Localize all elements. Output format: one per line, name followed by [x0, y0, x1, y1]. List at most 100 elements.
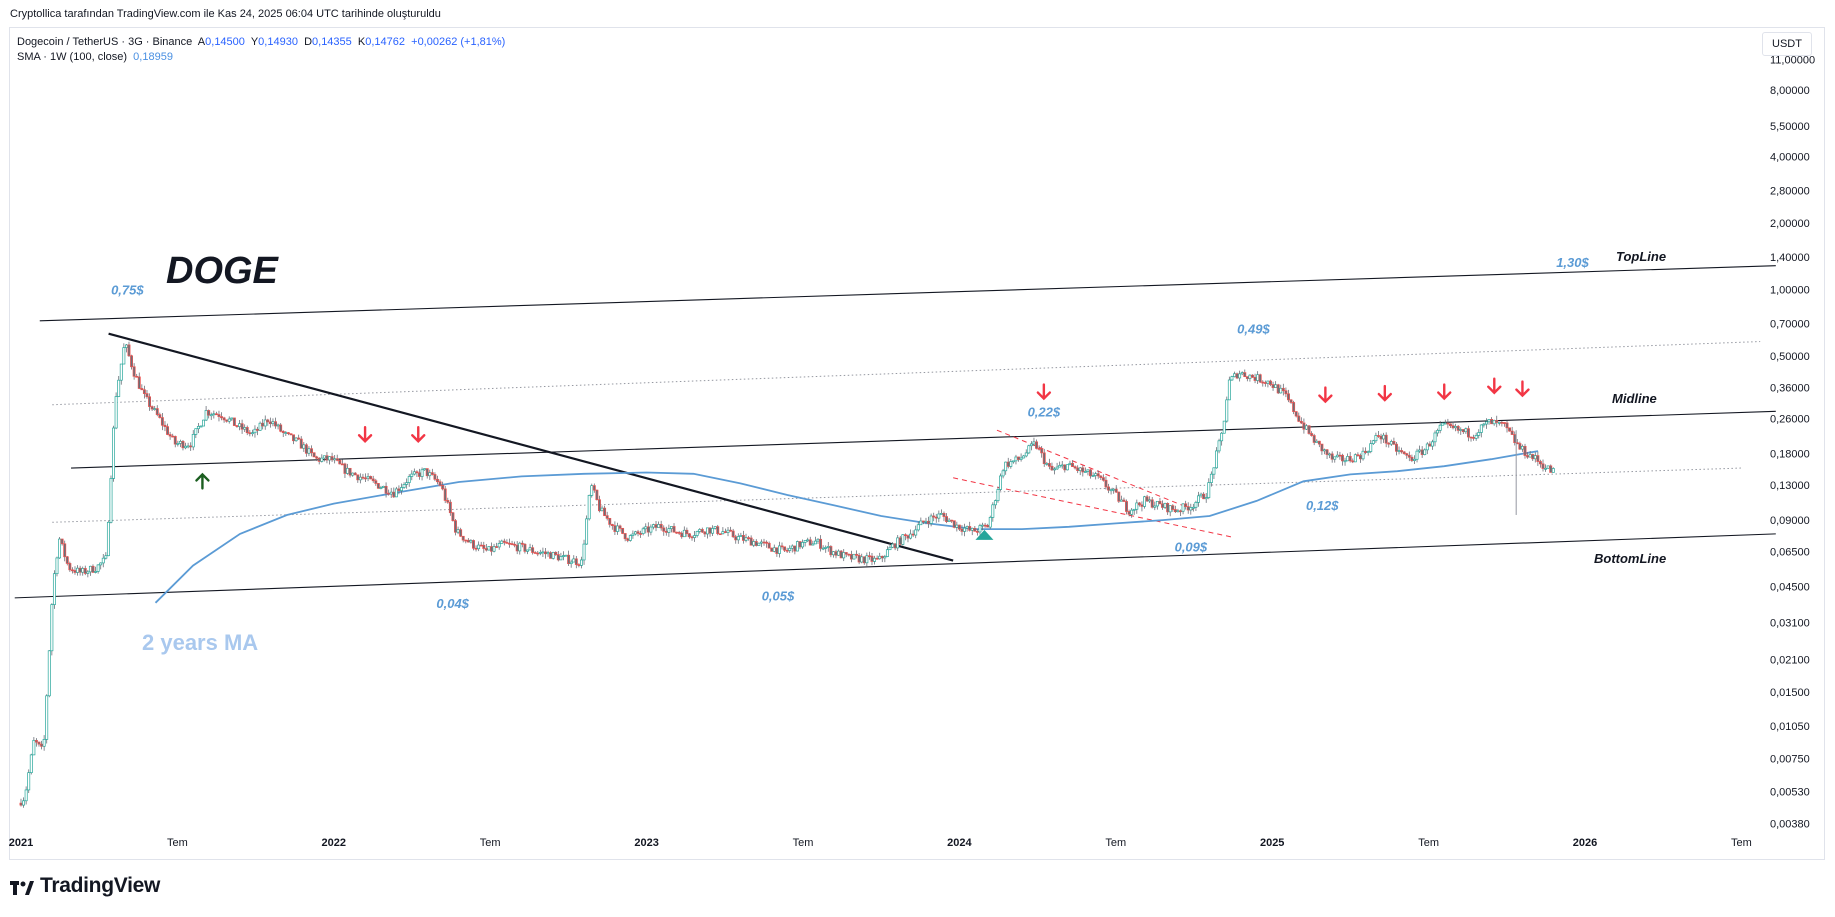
candle-up [1078, 467, 1082, 471]
candle-up [693, 535, 697, 538]
candle-up [456, 529, 460, 533]
candle-down [68, 563, 72, 571]
candle-down [384, 485, 388, 494]
candle-up [634, 531, 637, 535]
candle-up [284, 432, 288, 434]
sma-line[interactable] [154, 450, 1539, 604]
time-axis[interactable]: 2021 Tem 2022 Tem 2023 Tem 2024 Tem 2025 Tem 2026 T… [9, 837, 1752, 849]
trend-line[interactable] [108, 332, 954, 562]
candle-down [235, 425, 239, 427]
candle-up [860, 556, 864, 563]
low-label: D [304, 36, 313, 48]
candle-down [598, 499, 601, 512]
price-tick-label: 0,00750 [1770, 753, 1810, 765]
chart-caption: Cryptollica tarafından TradingView.com i… [10, 8, 441, 20]
candle-down [484, 548, 488, 551]
candle-down [261, 422, 265, 427]
candle-up [52, 573, 56, 605]
candle-up [1233, 373, 1236, 377]
time-tick-label: Tem [480, 837, 501, 849]
candle-down [1351, 460, 1355, 463]
candle-up [1415, 450, 1419, 460]
chart-legend: Dogecoin / TetherUS · 3G · Binance A0,14… [17, 35, 505, 65]
candle-down [1536, 455, 1540, 462]
candle-down [397, 488, 401, 491]
candle-down [1312, 435, 1316, 443]
candle-up [99, 562, 103, 566]
candle-up [45, 695, 49, 740]
candle-down [1140, 504, 1144, 507]
currency-selector[interactable]: USDT [1762, 32, 1812, 56]
candle-up [1227, 379, 1231, 401]
candle-down [37, 741, 41, 745]
candle-down [1035, 441, 1038, 449]
candle-down [1294, 411, 1298, 417]
candle-down [1307, 425, 1311, 434]
chart-frame [9, 27, 1825, 860]
candle-up [963, 527, 966, 532]
candle-up [1022, 455, 1026, 459]
candle-down [436, 478, 439, 483]
candle-down [217, 414, 221, 417]
candle-up [96, 564, 100, 572]
candle-down [544, 551, 547, 555]
candle-down [960, 528, 964, 532]
candle-down [1158, 500, 1162, 505]
price-annotation: 0,49$ [1237, 322, 1270, 337]
price-tick-label: 0,00380 [1770, 819, 1810, 831]
candle-up [1176, 510, 1180, 513]
symbol-row[interactable]: Dogecoin / TetherUS · 3G · Binance A0,14… [17, 35, 505, 50]
candle-down [343, 463, 347, 474]
candle-down [150, 406, 154, 410]
candle-up [996, 489, 1000, 502]
candle-up [564, 554, 568, 557]
candle-down [1099, 475, 1103, 478]
price-axis[interactable]: 11,00000 8,00000 5,50000 4,00000 2,80000 2,00… [1770, 55, 1815, 831]
high-label: Y [250, 36, 259, 48]
candle-down [1320, 443, 1324, 452]
candle-up [382, 485, 385, 488]
candle-down [906, 535, 910, 539]
candle-up [1011, 460, 1015, 463]
trend-line[interactable] [52, 341, 1761, 406]
candle-down [734, 536, 738, 541]
candle-down [775, 547, 779, 554]
candle-up [1371, 440, 1375, 445]
trend-line[interactable] [14, 533, 1776, 599]
candle-up [55, 557, 59, 575]
tradingview-logo[interactable]: TradingView [10, 874, 160, 898]
sma-row[interactable]: SMA · 1W (100, close) 0,18959 [17, 50, 505, 65]
ma-label: 2 years MA [142, 630, 258, 655]
trend-line[interactable] [39, 265, 1776, 322]
time-tick-label: 2026 [1573, 837, 1597, 849]
candle-down [1341, 454, 1344, 462]
candle-down [245, 427, 249, 434]
price-tick-label: 11,00000 [1770, 55, 1815, 67]
trend-line[interactable] [52, 467, 1742, 523]
candle-up [978, 525, 982, 533]
candle-up [1119, 499, 1123, 502]
trend-line[interactable] [996, 429, 1195, 511]
candle-down [127, 344, 131, 357]
candle-down [1245, 376, 1249, 379]
bottomline-label: BottomLine [1594, 551, 1666, 566]
candle-down [148, 396, 151, 407]
candle-up [1328, 453, 1332, 456]
candle-up [641, 528, 645, 534]
candle-down [430, 472, 434, 475]
candle-up [670, 526, 673, 529]
candle-down [626, 538, 630, 541]
candle-up [1397, 450, 1401, 452]
candle-down [356, 474, 360, 481]
candle-up [909, 533, 913, 539]
candles-layer [19, 341, 1555, 808]
candle-down [533, 552, 537, 554]
candle-up [582, 543, 586, 561]
candle-up [1215, 450, 1218, 469]
candle-up [649, 526, 653, 533]
sma-label[interactable]: SMA · 1W (100, close) [17, 51, 128, 63]
symbol-name[interactable]: Dogecoin / TetherUS · 3G · Binance [17, 36, 193, 48]
candle-up [32, 740, 36, 756]
candle-up [1045, 463, 1049, 465]
